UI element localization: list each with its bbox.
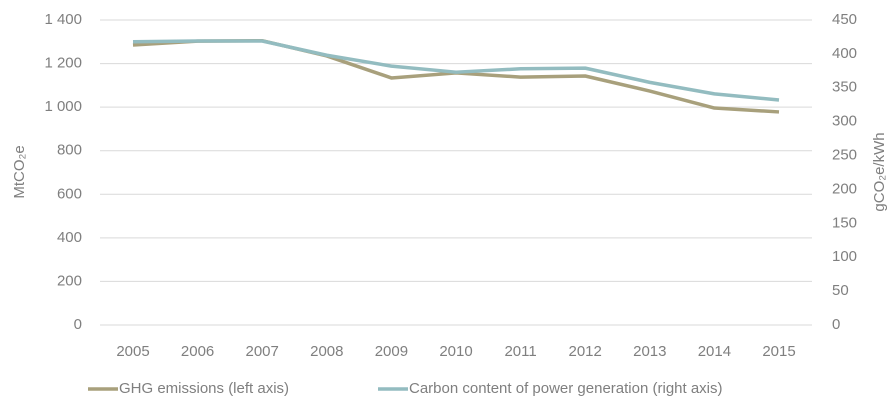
y-tick-label: 1 400	[44, 11, 82, 28]
y-tick-label: 600	[57, 185, 82, 202]
x-tick-label: 2013	[633, 343, 666, 360]
y2-tick-label: 0	[832, 316, 840, 333]
y2-tick-label: 150	[832, 214, 857, 231]
y-tick-label: 1 000	[44, 98, 82, 115]
legend-label: Carbon content of power generation (righ…	[409, 380, 723, 397]
y2-tick-label: 250	[832, 147, 857, 164]
x-tick-label: 2011	[504, 343, 536, 360]
x-tick-label: 2010	[439, 343, 472, 360]
x-tick-label: 2007	[246, 343, 279, 360]
x-tick-label: 2006	[181, 343, 214, 360]
y2-axis-label: gCO₂e/kWh	[871, 132, 888, 211]
x-tick-label: 2009	[375, 343, 408, 360]
y-tick-label: 0	[74, 316, 82, 333]
y-tick-label: 200	[57, 272, 82, 289]
series-line	[132, 39, 780, 102]
y2-tick-label: 350	[832, 79, 857, 96]
y-tick-label: 1 200	[44, 55, 82, 72]
x-tick-label: 2008	[310, 343, 343, 360]
series-line	[132, 38, 780, 114]
y2-tick-label: 100	[832, 248, 857, 265]
y-axis-label: MtCO₂e	[11, 145, 28, 198]
y2-tick-label: 200	[832, 180, 857, 197]
legend-label: GHG emissions (left axis)	[119, 380, 289, 397]
y2-tick-label: 450	[832, 11, 857, 28]
y2-tick-label: 400	[832, 45, 857, 62]
y2-tick-label: 300	[832, 113, 857, 130]
x-tick-label: 2014	[698, 343, 731, 360]
x-tick-label: 2005	[116, 343, 149, 360]
x-tick-label: 2015	[762, 343, 795, 360]
y-tick-label: 400	[57, 229, 82, 246]
y-tick-label: 800	[57, 142, 82, 159]
y2-tick-label: 50	[832, 282, 849, 299]
x-tick-label: 2012	[569, 343, 602, 360]
